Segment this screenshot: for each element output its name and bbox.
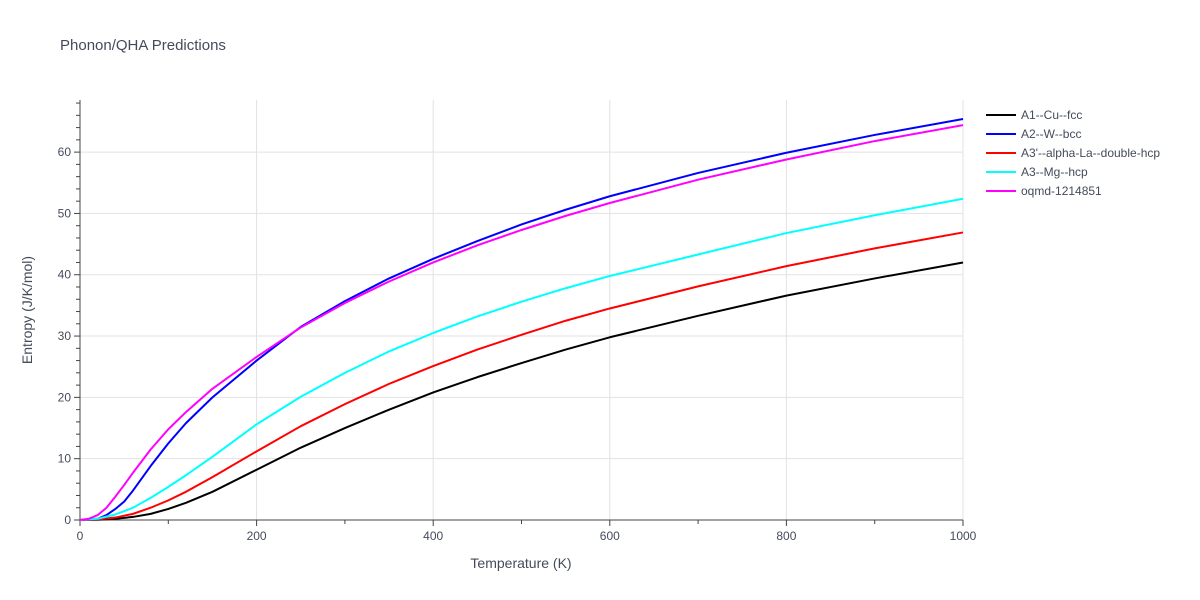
y-tick-label: 40 [58, 268, 72, 282]
y-tick-label: 0 [64, 513, 71, 527]
x-tick-label: 200 [247, 529, 267, 543]
series-line-5 [79, 124, 964, 521]
x-tick-label: 600 [600, 529, 620, 543]
grid-layer [80, 100, 964, 520]
y-tick-label: 30 [58, 329, 72, 343]
legend-label: A3'--alpha-La--double-hcp [1021, 146, 1160, 160]
legend-item-3[interactable]: A3'--alpha-La--double-hcp [986, 146, 1160, 160]
y-tick-label: 10 [58, 452, 72, 466]
series-line-1 [79, 261, 964, 521]
legend-item-5[interactable]: oqmd-1214851 [986, 184, 1102, 198]
legend-item-4[interactable]: A3--Mg--hcp [986, 165, 1088, 179]
legend-item-2[interactable]: A2--W--bcc [986, 127, 1081, 141]
x-tick-label: 400 [423, 529, 443, 543]
x-axis-title: Temperature (K) [470, 555, 571, 571]
legend-label: A3--Mg--hcp [1021, 165, 1088, 179]
legend-label: oqmd-1214851 [1021, 184, 1102, 198]
chart-title: Phonon/QHA Predictions [60, 37, 226, 54]
y-tick-label: 60 [58, 145, 72, 159]
y-tick-label: 20 [58, 390, 72, 404]
series-line-4 [79, 197, 964, 521]
series-layer [79, 118, 964, 521]
x-tick-label: 0 [77, 529, 84, 543]
series-line-2 [79, 118, 964, 521]
axes-layer [74, 100, 964, 526]
legend[interactable]: A1--Cu--fcc A2--W--bcc A3'--alpha-La--doub… [986, 108, 1160, 198]
y-axis-title: Entropy (J/K/mol) [19, 256, 35, 364]
series-line-3 [79, 231, 964, 521]
legend-label: A2--W--bcc [1021, 127, 1081, 141]
x-tick-label: 800 [776, 529, 796, 543]
y-tick-label: 50 [58, 206, 72, 220]
x-tick-label: 1000 [950, 529, 977, 543]
legend-label: A1--Cu--fcc [1021, 108, 1082, 122]
legend-item-1[interactable]: A1--Cu--fcc [986, 108, 1082, 122]
tick-layer: 0 200 400 600 800 1000 0 10 20 30 40 50 60 [58, 145, 977, 543]
